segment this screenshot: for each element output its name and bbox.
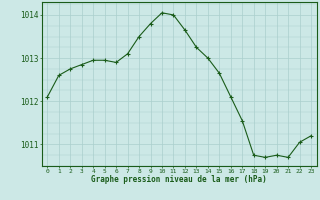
X-axis label: Graphe pression niveau de la mer (hPa): Graphe pression niveau de la mer (hPa) (91, 175, 267, 184)
